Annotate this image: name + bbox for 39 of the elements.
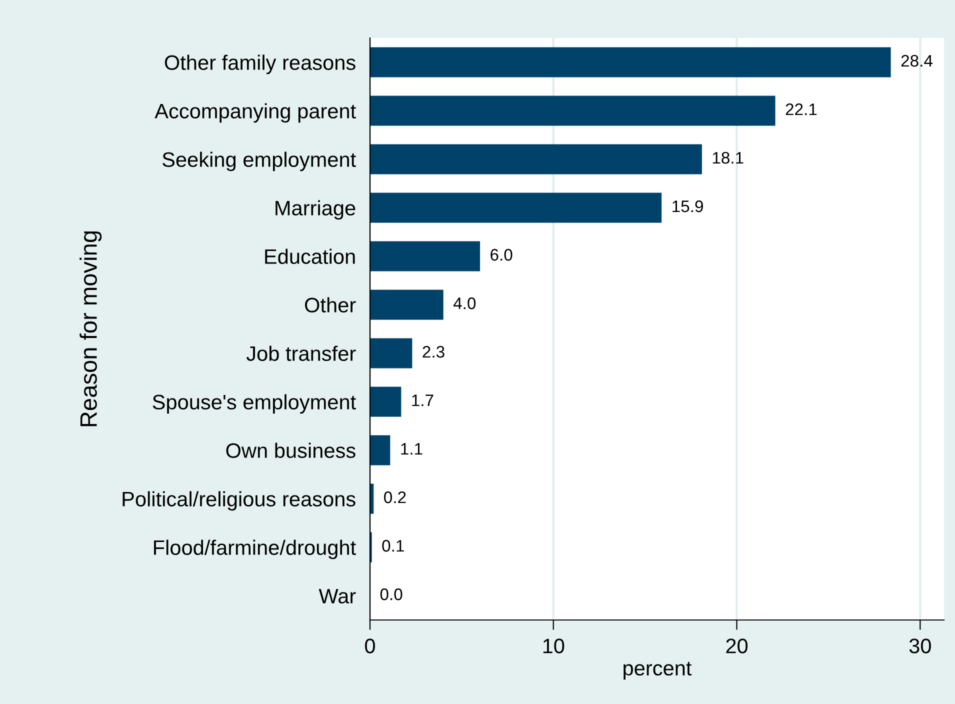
bar — [370, 435, 390, 466]
data-label: 15.9 — [672, 200, 703, 212]
y-tick-label: Education — [265, 248, 355, 264]
data-label: 4.0 — [453, 297, 476, 310]
data-label: 2.3 — [422, 346, 444, 358]
x-axis-title: percent — [624, 662, 692, 680]
y-tick-label: War — [318, 588, 356, 604]
data-label: 1.7 — [412, 394, 434, 406]
y-tick-label: Flood/farmine/drought — [154, 540, 356, 560]
y-axis-title: Reason for moving — [80, 231, 102, 426]
bar — [370, 144, 702, 174]
y-tick-label: Marriage — [276, 200, 356, 220]
data-label: 0.0 — [380, 588, 402, 600]
y-tick-label: Own business — [226, 442, 356, 458]
y-tick-label: Other family reasons — [164, 54, 356, 74]
data-label: 0.1 — [382, 540, 404, 552]
y-tick-label: Accompanying parent — [154, 103, 356, 123]
bar — [370, 290, 444, 320]
data-label: 0.2 — [384, 491, 406, 504]
x-tick-label: 30 — [909, 638, 931, 654]
y-tick-label: Other — [305, 297, 356, 313]
bar — [370, 192, 662, 223]
x-tick-label: 10 — [543, 638, 564, 654]
bar — [370, 47, 891, 78]
data-label: 1.1 — [401, 443, 422, 455]
y-tick-label: Job transfer — [246, 346, 356, 362]
x-tick-label: 20 — [726, 638, 748, 654]
y-tick-label: Seeking employment — [162, 152, 356, 172]
y-tick-label: Spouse's employment — [152, 394, 356, 414]
bar — [370, 386, 402, 417]
x-tick-label: 0 — [365, 638, 375, 654]
y-tick-label: Political/religious reasons — [122, 491, 356, 511]
data-label: 6.0 — [490, 248, 512, 261]
bar — [370, 338, 412, 368]
bar — [370, 241, 480, 272]
data-label: 18.1 — [712, 152, 744, 164]
bar — [370, 96, 776, 126]
data-label: 22.1 — [786, 103, 817, 116]
data-label: 28.4 — [901, 54, 932, 67]
